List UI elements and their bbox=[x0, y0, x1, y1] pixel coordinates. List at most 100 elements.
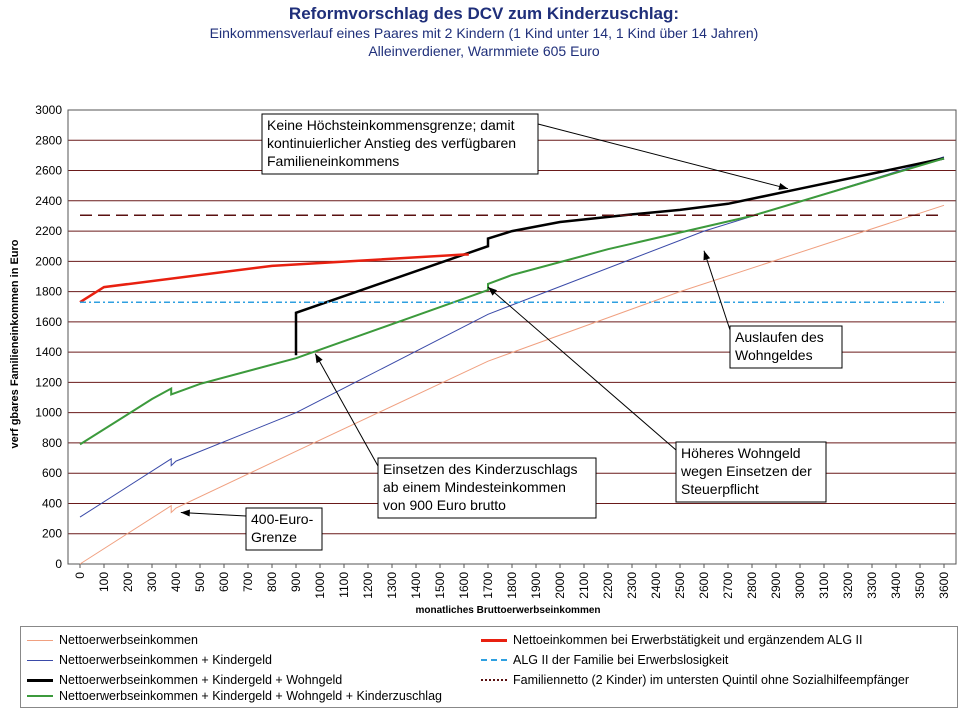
annotation-box bbox=[245, 507, 323, 551]
legend-swatch bbox=[481, 659, 507, 661]
legend-label: Nettoerwerbseinkommen + Kindergeld bbox=[59, 653, 272, 667]
series-line-3 bbox=[294, 157, 945, 356]
x-tick-label: 2600 bbox=[697, 572, 711, 599]
chart-title: Reformvorschlag des DCV zum Kinderzuschl… bbox=[288, 4, 680, 23]
legend-item: Nettoerwerbseinkommen + Kindergeld + Woh… bbox=[27, 673, 342, 687]
x-tick-label: 1800 bbox=[505, 572, 519, 599]
legend-label: Nettoerwerbseinkommen bbox=[59, 633, 198, 647]
x-tick-label: 3400 bbox=[889, 572, 903, 599]
x-tick-label: 1000 bbox=[313, 572, 327, 599]
legend-label: Nettoeinkommen bei Erwerbstätigkeit und … bbox=[513, 633, 863, 647]
legend-swatch bbox=[27, 639, 53, 641]
y-axis-ticks: 0 200 400 600 800 1000 1200 1400 1600 1800 2000 220… bbox=[35, 103, 62, 571]
x-tick-label: 1400 bbox=[409, 572, 423, 599]
y-tick-label: 1600 bbox=[35, 315, 62, 329]
x-axis-ticks: 0 100 200 300 400 500 600 700 800 900 1000 1100 1200… bbox=[73, 564, 951, 599]
x-tick-label: 500 bbox=[193, 572, 207, 592]
x-tick-label: 600 bbox=[217, 572, 231, 592]
legend-swatch bbox=[27, 678, 53, 682]
x-tick-label: 1700 bbox=[481, 572, 495, 599]
annotation-box bbox=[261, 113, 539, 175]
annotation-arrowhead bbox=[703, 250, 711, 261]
annotation-text: Grenze bbox=[251, 529, 297, 545]
x-tick-label: 700 bbox=[241, 572, 255, 592]
y-tick-label: 400 bbox=[42, 496, 62, 510]
y-tick-label: 2800 bbox=[35, 133, 62, 147]
series-line-2 bbox=[79, 156, 945, 518]
y-tick-label: 2600 bbox=[35, 164, 62, 178]
x-tick-label: 2000 bbox=[553, 572, 567, 599]
legend-item: Nettoeinkommen bei Erwerbstätigkeit und … bbox=[481, 633, 863, 647]
x-axis-label: monatliches Bruttoerwerbseinkommen bbox=[415, 605, 600, 616]
series-line-4 bbox=[79, 157, 945, 446]
legend-label: ALG II der Familie bei Erwerbslosigkeit bbox=[513, 653, 729, 667]
plot-frame bbox=[67, 109, 957, 565]
series-line-1 bbox=[79, 204, 945, 565]
legend-item: ALG II der Familie bei Erwerbslosigkeit bbox=[481, 653, 728, 667]
y-tick-label: 200 bbox=[42, 527, 62, 541]
legend-item: Familiennetto (2 Kinder) im untersten Qu… bbox=[481, 673, 909, 687]
annotation-arrowhead bbox=[488, 287, 498, 296]
annotation-text: Steuerpflicht bbox=[681, 481, 759, 497]
x-tick-label: 1500 bbox=[433, 572, 447, 599]
annotation-box bbox=[377, 457, 597, 519]
legend-swatch bbox=[27, 695, 53, 697]
x-tick-label: 2500 bbox=[673, 572, 687, 599]
x-tick-label: 0 bbox=[73, 572, 87, 579]
x-tick-label: 2400 bbox=[649, 572, 663, 599]
y-tick-label: 1800 bbox=[35, 285, 62, 299]
legend-item: Nettoerwerbseinkommen + Kindergeld + Woh… bbox=[27, 689, 442, 703]
x-tick-label: 3300 bbox=[865, 572, 879, 599]
annotation-box bbox=[729, 325, 843, 369]
annotation-arrow bbox=[314, 353, 379, 467]
y-axis-label: verf gbares Familieneinkommen in Euro bbox=[9, 239, 21, 448]
annotation-arrowhead bbox=[315, 353, 323, 364]
legend-item: Nettoerwerbseinkommen bbox=[27, 633, 198, 647]
annotation-text: Einsetzen des Kinderzuschlags bbox=[383, 461, 578, 477]
x-tick-label: 3100 bbox=[817, 572, 831, 599]
annotation-arrow bbox=[703, 250, 731, 331]
x-tick-label: 2900 bbox=[769, 572, 783, 599]
x-tick-label: 800 bbox=[265, 572, 279, 592]
x-tick-label: 900 bbox=[289, 572, 303, 592]
y-tick-label: 2200 bbox=[35, 224, 62, 238]
y-tick-label: 1400 bbox=[35, 345, 62, 359]
x-tick-label: 2700 bbox=[721, 572, 735, 599]
x-tick-label: 2800 bbox=[745, 572, 759, 599]
y-tick-label: 1200 bbox=[35, 375, 62, 389]
x-tick-label: 1900 bbox=[529, 572, 543, 599]
legend-label: Nettoerwerbseinkommen + Kindergeld + Woh… bbox=[59, 689, 442, 703]
annotation-arrowhead bbox=[778, 183, 788, 190]
annotation-text: von 900 Euro brutto bbox=[383, 497, 506, 513]
x-tick-label: 1300 bbox=[385, 572, 399, 599]
legend-label: Nettoerwerbseinkommen + Kindergeld + Woh… bbox=[59, 673, 343, 687]
annotation-arrowhead bbox=[180, 509, 190, 517]
x-tick-label: 3500 bbox=[913, 572, 927, 599]
annotation-box bbox=[675, 441, 827, 503]
x-tick-label: 1600 bbox=[457, 572, 471, 599]
x-tick-label: 2200 bbox=[601, 572, 615, 599]
y-tick-label: 800 bbox=[42, 436, 62, 450]
x-tick-label: 3000 bbox=[793, 572, 807, 599]
x-tick-label: 3200 bbox=[841, 572, 855, 599]
legend: Nettoerwerbseinkommen Nettoerwerbseinkomm… bbox=[20, 626, 958, 708]
x-tick-label: 1100 bbox=[337, 572, 351, 598]
annotation-arrow bbox=[487, 286, 677, 451]
annotation-arrow bbox=[180, 512, 247, 517]
title-block: Reformvorschlag des DCV zum Kinderzuschl… bbox=[0, 4, 968, 60]
y-tick-label: 2000 bbox=[35, 254, 62, 268]
annotation-text: ab einem Mindesteinkommen bbox=[383, 479, 566, 495]
x-tick-label: 300 bbox=[145, 572, 159, 592]
annotation-text: Wohngeldes bbox=[735, 347, 813, 363]
annotation-text: wegen Einsetzen der bbox=[680, 463, 812, 479]
series-line-5 bbox=[79, 253, 469, 304]
annotation-arrow bbox=[537, 123, 789, 190]
annotation-text: Familieneinkommens bbox=[267, 153, 399, 169]
annotation-text: Höheres Wohngeld bbox=[681, 445, 801, 461]
chart-subtitle: Einkommensverlauf eines Paares mit 2 Kin… bbox=[209, 25, 759, 41]
annotation-text: 400-Euro- bbox=[251, 511, 314, 527]
series-layer bbox=[79, 156, 945, 565]
x-tick-label: 400 bbox=[169, 572, 183, 592]
line-chart: 0 200 400 600 800 1000 1200 1400 1600 1800 2000 220… bbox=[9, 103, 957, 616]
legend-swatch bbox=[481, 638, 507, 642]
